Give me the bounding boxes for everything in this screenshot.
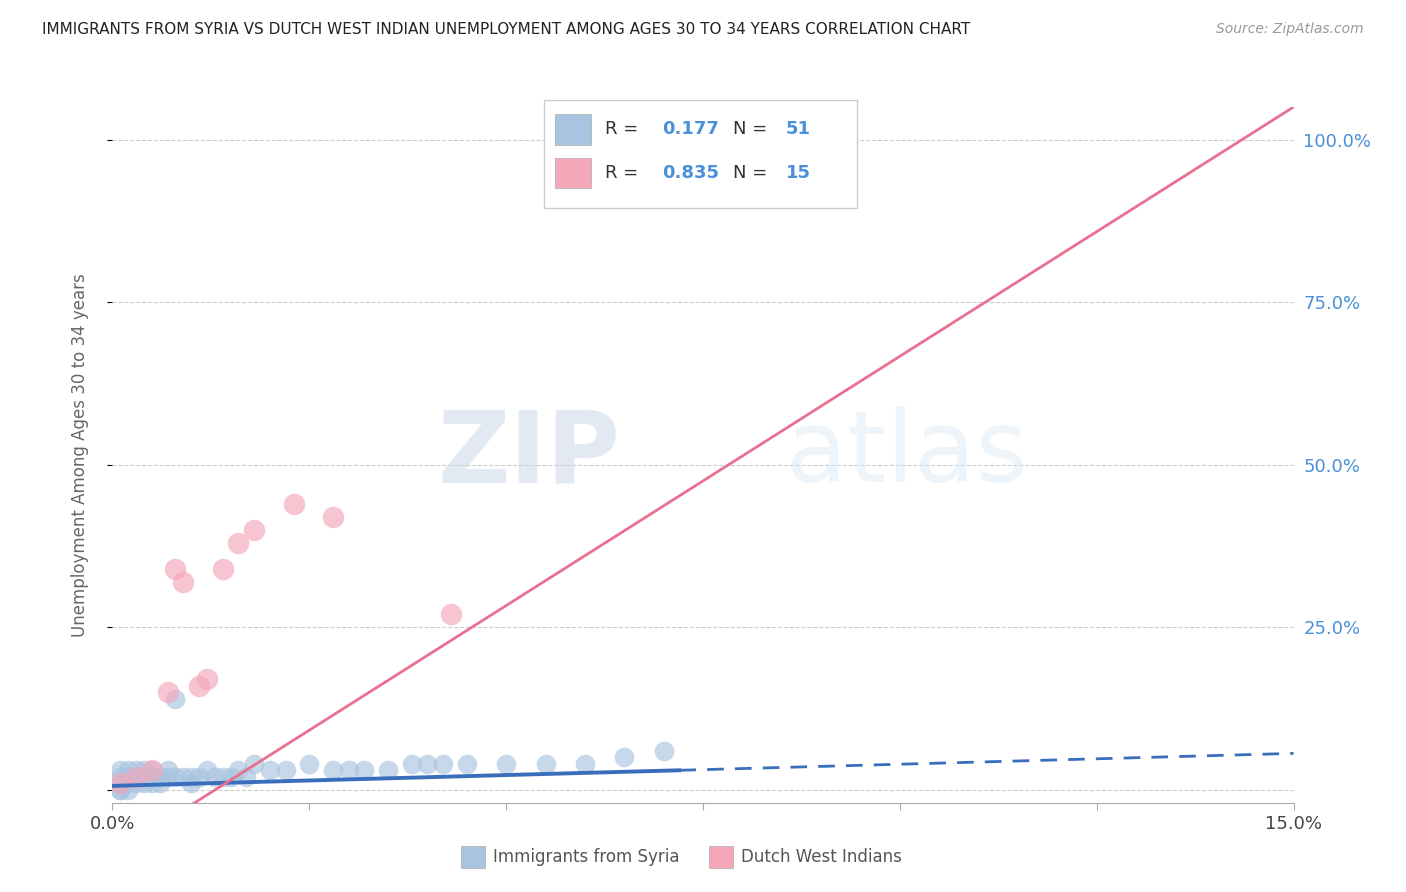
FancyBboxPatch shape [555, 158, 591, 188]
Y-axis label: Unemployment Among Ages 30 to 34 years: Unemployment Among Ages 30 to 34 years [70, 273, 89, 637]
Point [165, 562, 187, 576]
Text: R =: R = [605, 120, 644, 138]
Point [235, 770, 257, 784]
Point [141, 764, 163, 778]
Text: R =: R = [605, 164, 644, 182]
Point [149, 770, 172, 784]
Point [440, 607, 463, 622]
Point [228, 535, 250, 549]
Point [165, 691, 187, 706]
Point [132, 764, 155, 778]
Text: Dutch West Indians: Dutch West Indians [741, 848, 901, 866]
Point [156, 770, 179, 784]
Point [110, 776, 132, 790]
Text: 0.835: 0.835 [662, 164, 718, 182]
Point [110, 782, 132, 797]
Point [298, 756, 321, 771]
Text: N =: N = [733, 164, 772, 182]
Point [401, 756, 423, 771]
Point [377, 764, 399, 778]
Point [141, 776, 163, 790]
Point [117, 782, 139, 797]
Point [195, 764, 218, 778]
Text: Immigrants from Syria: Immigrants from Syria [492, 848, 679, 866]
Point [416, 756, 439, 771]
Point [172, 770, 194, 784]
Point [243, 756, 266, 771]
Point [110, 776, 132, 790]
Point [125, 770, 148, 784]
FancyBboxPatch shape [461, 846, 485, 868]
Text: atlas: atlas [786, 407, 1028, 503]
Point [243, 523, 266, 537]
Point [219, 770, 242, 784]
Point [322, 509, 344, 524]
Point [188, 679, 211, 693]
FancyBboxPatch shape [544, 100, 856, 208]
Point [110, 764, 132, 778]
Text: Source: ZipAtlas.com: Source: ZipAtlas.com [1216, 22, 1364, 37]
Point [125, 764, 148, 778]
Point [228, 764, 250, 778]
Text: 15: 15 [786, 164, 811, 182]
Point [165, 770, 187, 784]
FancyBboxPatch shape [555, 114, 591, 145]
Point [322, 764, 344, 778]
Point [188, 770, 211, 784]
Point [211, 562, 233, 576]
Point [652, 744, 675, 758]
Point [204, 770, 226, 784]
Point [141, 770, 163, 784]
Point [141, 764, 163, 778]
Point [117, 764, 139, 778]
Point [180, 776, 202, 790]
Point [211, 770, 233, 784]
Point [432, 756, 454, 771]
Point [495, 756, 517, 771]
Point [149, 776, 172, 790]
Point [110, 782, 132, 797]
Point [125, 770, 148, 784]
Text: ZIP: ZIP [437, 407, 620, 503]
Point [156, 685, 179, 699]
Point [283, 497, 305, 511]
Point [195, 672, 218, 686]
Point [259, 764, 281, 778]
Point [337, 764, 360, 778]
Point [117, 770, 139, 784]
Point [125, 776, 148, 790]
Point [353, 764, 375, 778]
Point [132, 776, 155, 790]
FancyBboxPatch shape [709, 846, 733, 868]
Point [156, 764, 179, 778]
Point [110, 770, 132, 784]
Point [132, 770, 155, 784]
Point [117, 776, 139, 790]
Point [574, 756, 596, 771]
Point [180, 770, 202, 784]
Point [534, 756, 557, 771]
Point [692, 152, 714, 166]
Point [172, 574, 194, 589]
Text: IMMIGRANTS FROM SYRIA VS DUTCH WEST INDIAN UNEMPLOYMENT AMONG AGES 30 TO 34 YEAR: IMMIGRANTS FROM SYRIA VS DUTCH WEST INDI… [42, 22, 970, 37]
Point [456, 756, 478, 771]
Text: 0.177: 0.177 [662, 120, 718, 138]
Text: N =: N = [733, 120, 772, 138]
Point [274, 764, 297, 778]
Point [613, 750, 636, 764]
Text: 51: 51 [786, 120, 811, 138]
